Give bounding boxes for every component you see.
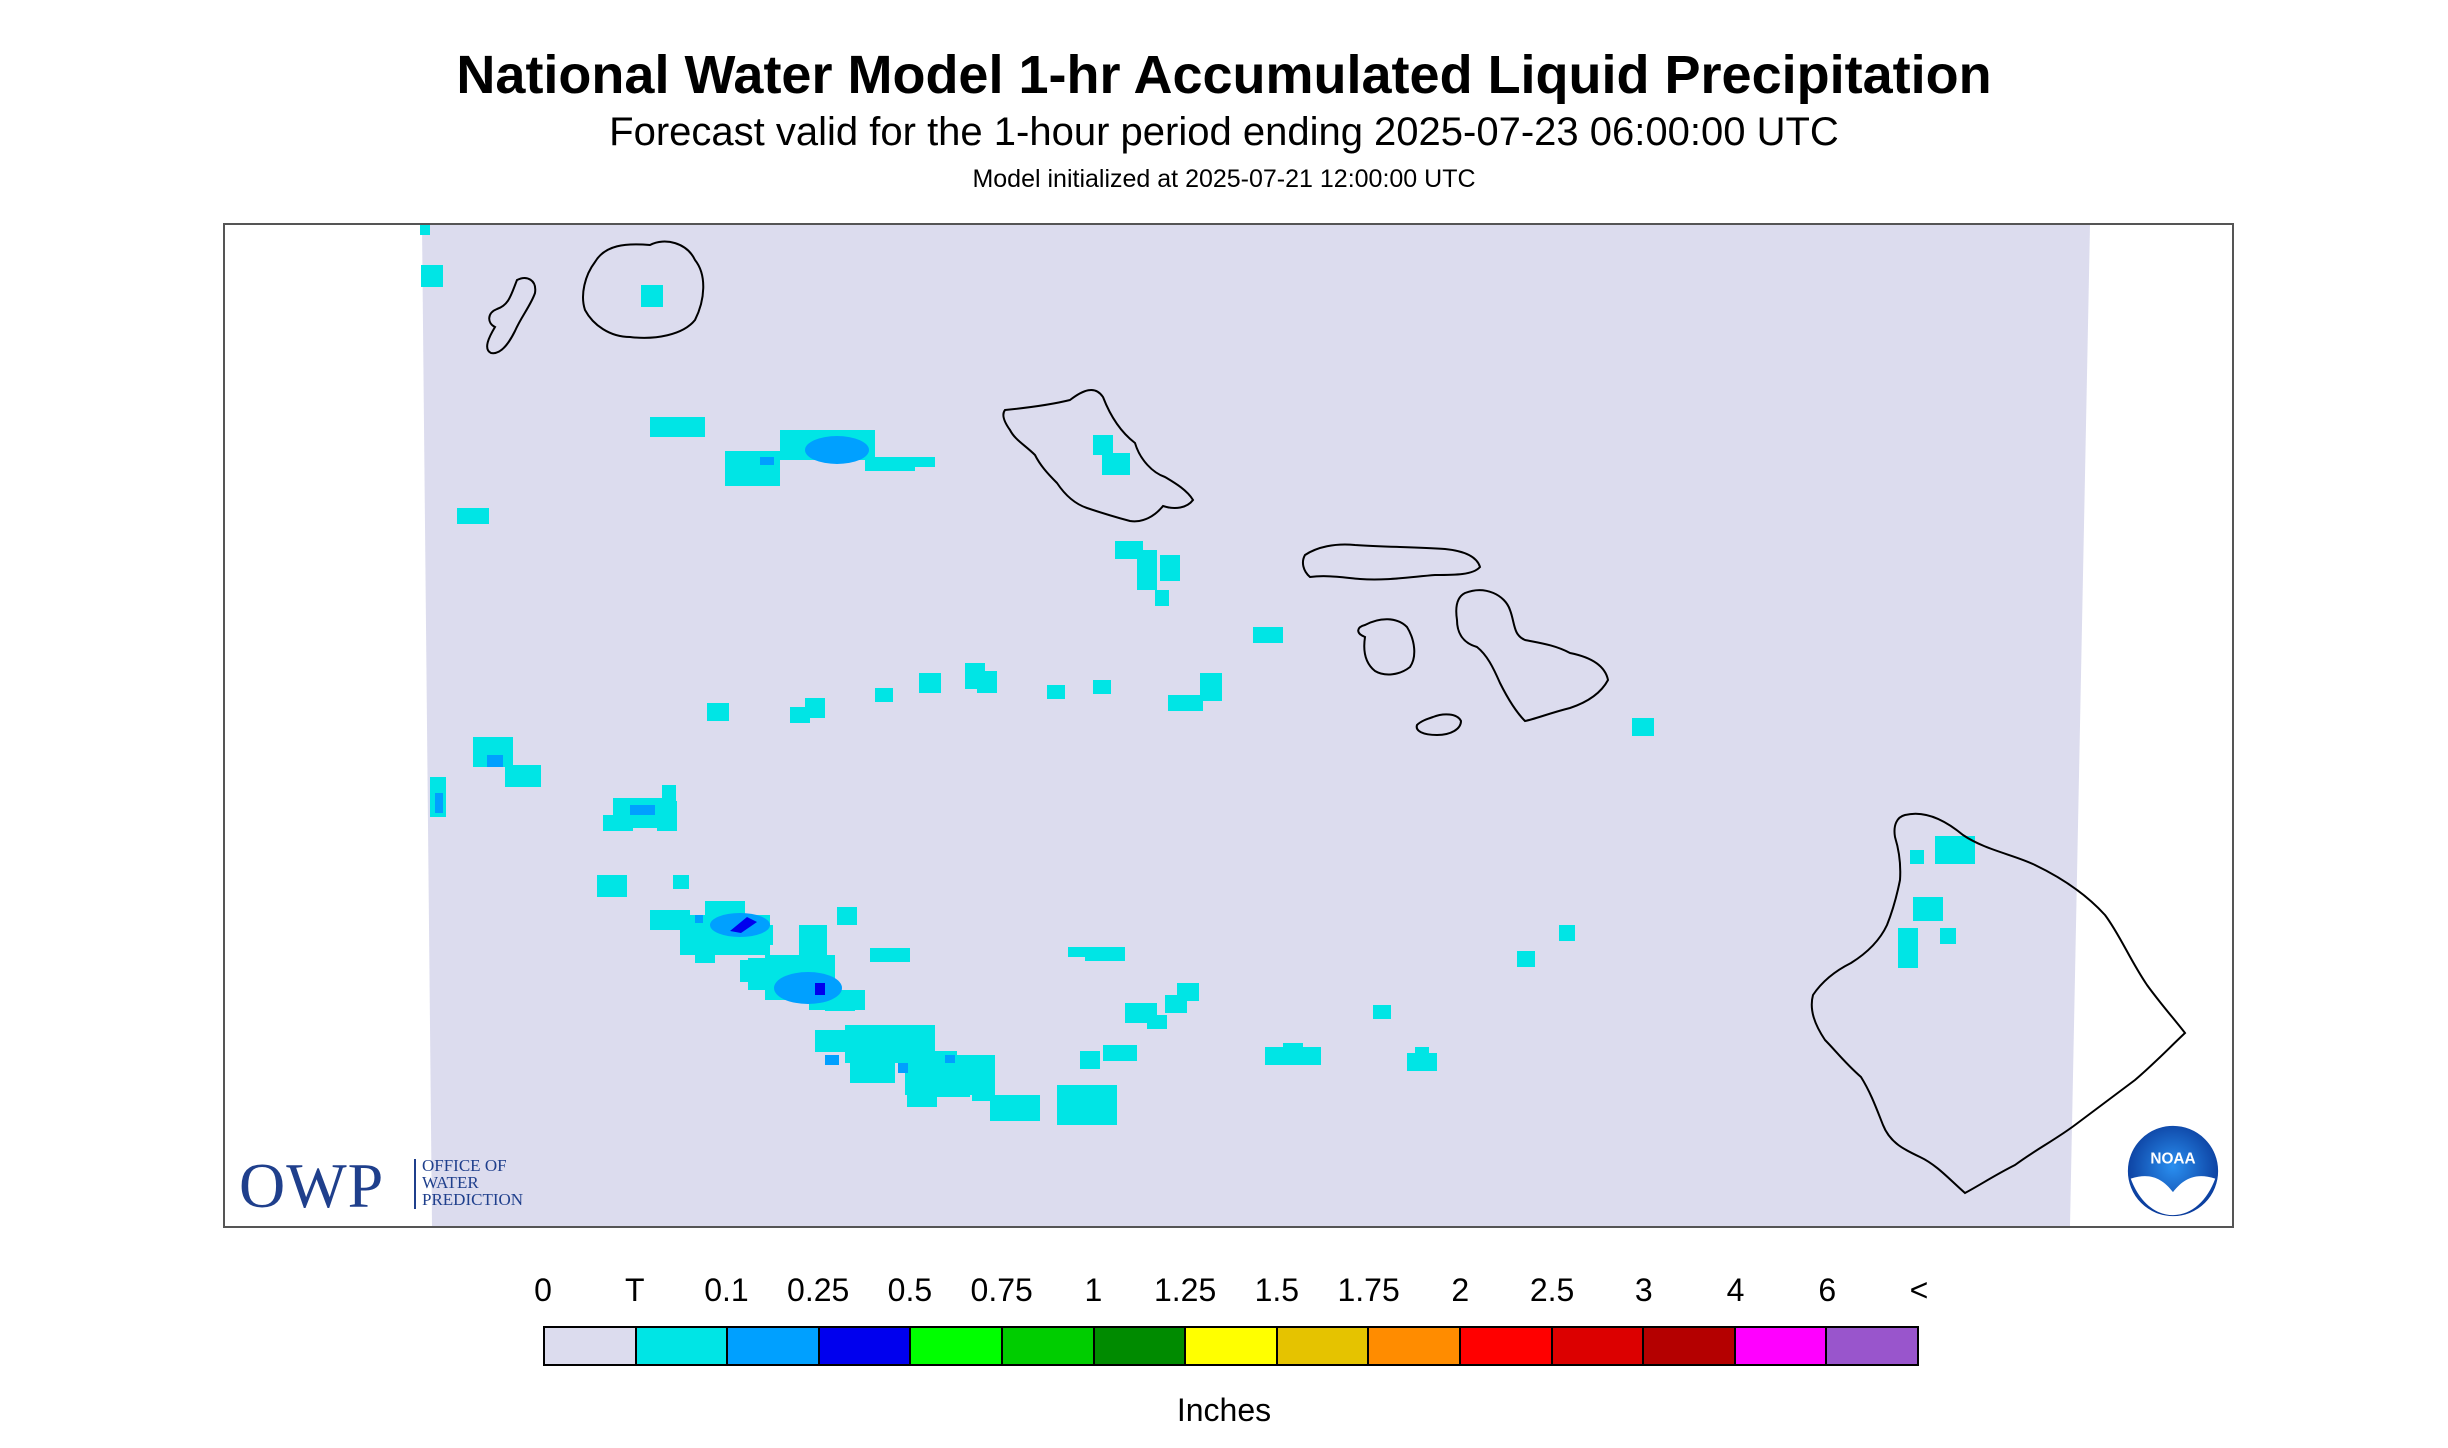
data-domain	[422, 225, 2090, 1226]
noaa-wordmark: NOAA	[2150, 1150, 2195, 1167]
legend-tick-label: 0.1	[704, 1272, 749, 1308]
legend-tick-label: 3	[1634, 1272, 1653, 1308]
legend-tick-label: 6	[1818, 1272, 1837, 1308]
legend-swatch	[1735, 1328, 1828, 1364]
owp-divider	[414, 1159, 416, 1209]
map-title: National Water Model 1-hr Accumulated Li…	[456, 45, 1992, 105]
legend-tick-label: 0.25	[787, 1272, 850, 1308]
legend-swatch	[1094, 1328, 1187, 1364]
legend-tick-label: 0.5	[887, 1272, 933, 1308]
forecast-valid-subtitle: Forecast valid for the 1-hour period end…	[609, 110, 1839, 154]
legend-swatch	[819, 1328, 912, 1364]
legend-swatch	[911, 1328, 1003, 1364]
owp-full-name: OFFICE OF WATER PREDICTION	[422, 1157, 523, 1208]
precipitation-map: OWP OFFICE OF WATER PREDICTION NOAA	[223, 223, 2234, 1228]
legend-swatches	[543, 1326, 1919, 1366]
legend-swatch	[1460, 1328, 1553, 1364]
legend-swatch	[1277, 1328, 1370, 1364]
island-kahoolawe	[1415, 713, 1463, 737]
island-hawaii	[1810, 812, 2187, 1195]
precip-moderate-cells	[730, 917, 825, 995]
legend-tick-label: 1.75	[1337, 1272, 1400, 1308]
legend-tick-label: 1.5	[1254, 1272, 1300, 1308]
coastlines	[486, 240, 2187, 1195]
island-maui	[1455, 589, 1610, 723]
legend-tick-label: 1.25	[1153, 1272, 1217, 1308]
legend-tick-label: 2	[1451, 1272, 1470, 1308]
owp-line-2: WATER	[422, 1173, 479, 1192]
legend-units-label: Inches	[1176, 1392, 1272, 1428]
island-molokai	[1301, 543, 1482, 581]
legend-swatch	[1827, 1328, 1917, 1364]
island-kauai	[582, 240, 705, 339]
legend-swatch	[1552, 1328, 1645, 1364]
legend-swatch	[1644, 1328, 1736, 1364]
legend-tick-label: 0	[534, 1272, 552, 1308]
legend-tick-label: 1	[1084, 1272, 1103, 1308]
noaa-logo: NOAA	[2125, 1123, 2221, 1219]
legend-swatch	[1002, 1328, 1095, 1364]
island-lanai	[1357, 618, 1416, 676]
model-init-line: Model initialized at 2025-07-21 12:00:00…	[972, 165, 1476, 193]
owp-line-3: PREDICTION	[422, 1190, 524, 1209]
owp-line-1: OFFICE OF	[422, 1156, 507, 1175]
owp-logo: OWP OFFICE OF WATER PREDICTION	[239, 1150, 559, 1221]
island-niihau	[486, 277, 537, 355]
legend-tick-label: 2.5	[1529, 1272, 1575, 1308]
legend-tick-label: T	[624, 1272, 645, 1308]
map-canvas	[420, 225, 2187, 1226]
color-legend: 0 T 0.1 0.25 0.5 0.75 1 1.25 1.5 1.75 2 2.5 3 4 6 <	[534, 1272, 1928, 1372]
legend-tick-label: <	[1909, 1272, 1929, 1308]
island-oahu	[1002, 389, 1195, 523]
legend-swatch	[1369, 1328, 1461, 1364]
legend-tick-label: 0.75	[970, 1272, 1033, 1308]
legend-swatch	[728, 1328, 820, 1364]
noaa-seagull-icon	[2130, 1176, 2216, 1216]
owp-abbrev: OWP	[239, 1150, 385, 1221]
legend-tick-label: 4	[1726, 1272, 1745, 1308]
legend-swatch	[545, 1328, 637, 1364]
legend-swatch	[1186, 1328, 1278, 1364]
legend-swatch	[636, 1328, 729, 1364]
